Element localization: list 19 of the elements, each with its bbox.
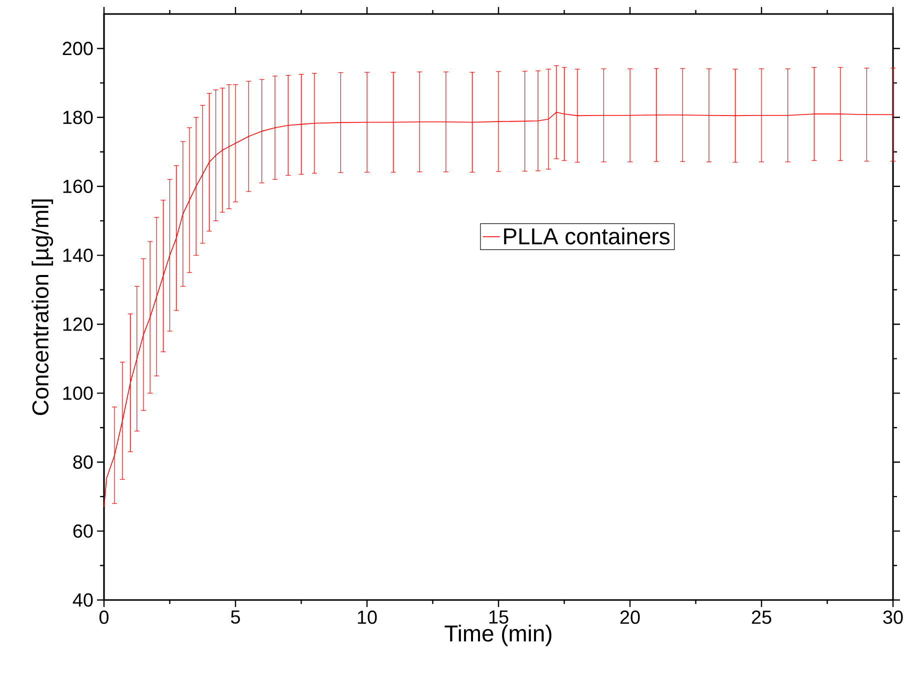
x-tick-label: 0 — [99, 610, 109, 624]
x-tick-label: 30 — [883, 610, 903, 624]
y-tick-label: 100 — [63, 386, 93, 400]
y-axis-title: Concentration [µg/ml] — [32, 200, 54, 415]
x-tick-label: 5 — [230, 610, 240, 624]
y-tick-label: 40 — [72, 593, 93, 607]
x-tick-label: 10 — [358, 610, 377, 624]
x-tick-label: 25 — [752, 610, 772, 624]
y-tick-label: 200 — [62, 42, 93, 56]
y-tick-label: 60 — [73, 524, 93, 538]
x-tick-label: 15 — [489, 610, 508, 624]
y-tick-label: 160 — [63, 180, 93, 194]
y-tick-label: 180 — [63, 110, 93, 124]
legend-label: PLLA containers — [504, 228, 670, 244]
x-axis-title: Time (min) — [444, 624, 552, 646]
y-tick-label: 120 — [63, 318, 93, 331]
x-tick-label: 20 — [620, 610, 640, 624]
y-tick-label: 80 — [73, 455, 93, 469]
y-tick-label: 140 — [63, 248, 93, 262]
